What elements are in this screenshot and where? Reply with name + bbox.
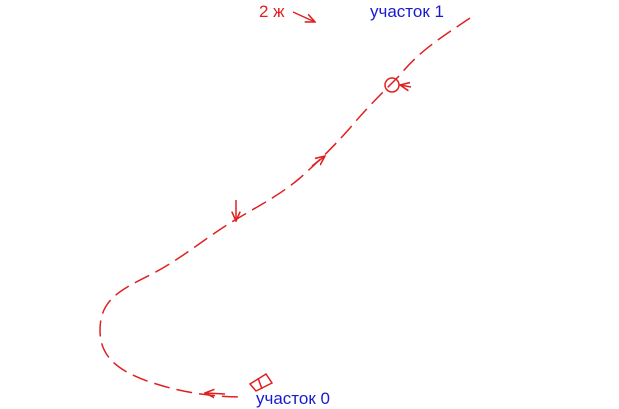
arrow xyxy=(311,156,325,167)
route xyxy=(99,17,471,398)
point-marker xyxy=(384,77,400,93)
arrow xyxy=(292,11,315,22)
section-label: участок 0 xyxy=(256,389,330,408)
arrow xyxy=(205,393,226,394)
arrow xyxy=(400,85,412,87)
boat-icon xyxy=(248,372,274,392)
marker-label: 2 ж xyxy=(259,2,285,21)
section-label: участок 1 xyxy=(370,2,444,21)
